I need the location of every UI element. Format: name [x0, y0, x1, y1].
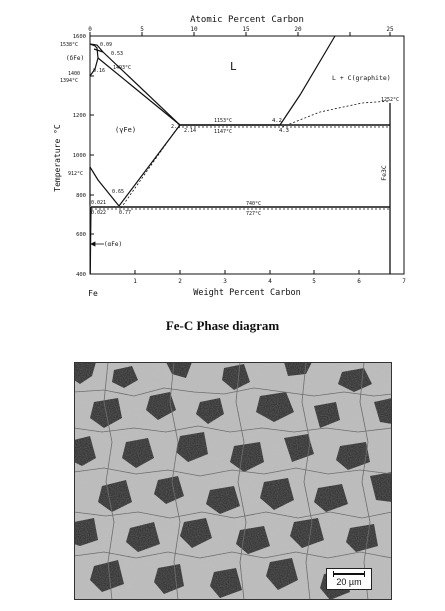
- diagram-caption: Fe-C Phase diagram: [165, 318, 280, 333]
- a3-line: [89, 166, 120, 207]
- delta-boundary: [89, 43, 99, 77]
- scale-bar-label: 20 µm: [336, 577, 362, 587]
- phase-boundaries: [89, 35, 391, 275]
- graphite-liquidus: [281, 100, 391, 128]
- solidus: [97, 57, 181, 126]
- alpha-solvus: [89, 206, 92, 275]
- graphite-acm: [120, 126, 179, 209]
- label-1147: 1147°C: [214, 129, 232, 135]
- label-liquid: L: [230, 60, 237, 73]
- label-1394: 1394°C: [60, 78, 78, 84]
- top-tick-25: 25: [386, 26, 394, 33]
- label-1153: 1153°C: [214, 118, 232, 124]
- micrograph-border: [74, 362, 392, 600]
- label-912: 912°C: [68, 171, 83, 177]
- label-053: 0.53: [111, 51, 123, 57]
- x-tick-4: 4: [268, 278, 272, 285]
- label-l-graphite: L + C(graphite): [332, 74, 391, 82]
- top-tick-5: 5: [140, 26, 144, 33]
- label-gamma-fe: (γFe): [115, 126, 136, 134]
- x-axis-title: Weight Percent Carbon: [193, 288, 300, 298]
- label-1400: 1400: [68, 71, 80, 77]
- label-740: 740°C: [246, 201, 261, 207]
- fe-c-phase-diagram: Atomic Percent Carbon 0 5 10 15 20 25 Te…: [53, 15, 406, 298]
- plot-frame: [89, 35, 405, 275]
- x-tick-1: 1: [133, 278, 137, 285]
- top-tick-0: 0: [88, 26, 92, 33]
- y-tick-1600: 1600: [73, 34, 86, 40]
- label-1252: 1252°C: [381, 97, 399, 103]
- top-tick-15: 15: [242, 26, 250, 33]
- label-077: 0.77: [119, 210, 131, 216]
- x-tick-3: 3: [223, 278, 227, 285]
- acm-line: [118, 124, 181, 207]
- y-tick-800: 800: [76, 193, 86, 199]
- label-fe3c: Fe3C: [380, 165, 388, 181]
- label-delta-fe: (δFe): [66, 55, 84, 62]
- label-214: 2.14: [184, 128, 196, 134]
- y-axis-title: Temperature °C: [53, 124, 62, 192]
- x-tick-6: 6: [357, 278, 361, 285]
- liquidus-right: [279, 35, 336, 126]
- label-0021: 0.021: [91, 200, 106, 206]
- label-016: 0.16: [93, 68, 105, 74]
- alpha-fe-arrow: [90, 241, 104, 247]
- scale-bar: 20 µm: [326, 568, 372, 590]
- label-alpha-fe: (αFe): [104, 241, 122, 248]
- top-tick-10: 10: [190, 26, 198, 33]
- label-1538: 1538°C: [60, 42, 78, 48]
- x-tick-fe: Fe: [88, 289, 98, 298]
- y-tick-600: 600: [76, 232, 86, 238]
- x-tick-5: 5: [312, 278, 316, 285]
- label-009: 0.09: [100, 42, 112, 48]
- micrograph-texture: [74, 362, 392, 600]
- top-axis-ticks: [89, 32, 391, 36]
- micrograph: [74, 362, 392, 600]
- peritectic-line: [93, 48, 104, 53]
- label-42: 4.2: [272, 118, 282, 124]
- y-tick-1200: 1200: [73, 113, 86, 119]
- y-tick-400: 400: [76, 272, 86, 278]
- x-tick-2: 2: [178, 278, 182, 285]
- graphite-boundaries: [91, 100, 391, 210]
- top-axis-title: Atomic Percent Carbon: [190, 15, 304, 25]
- label-43: 4.3: [279, 128, 289, 134]
- scale-bar-line: [333, 571, 365, 577]
- top-tick-20: 20: [294, 26, 302, 33]
- label-21: 2.1: [171, 124, 180, 130]
- y-tick-1000: 1000: [73, 153, 86, 159]
- x-tick-7: 7: [402, 278, 406, 285]
- label-0022: 0.022: [91, 210, 106, 216]
- label-065: 0.65: [112, 189, 124, 195]
- label-727: 727°C: [246, 211, 261, 217]
- label-1493: 1493°C: [113, 65, 131, 71]
- bottom-axis-ticks: [134, 270, 360, 274]
